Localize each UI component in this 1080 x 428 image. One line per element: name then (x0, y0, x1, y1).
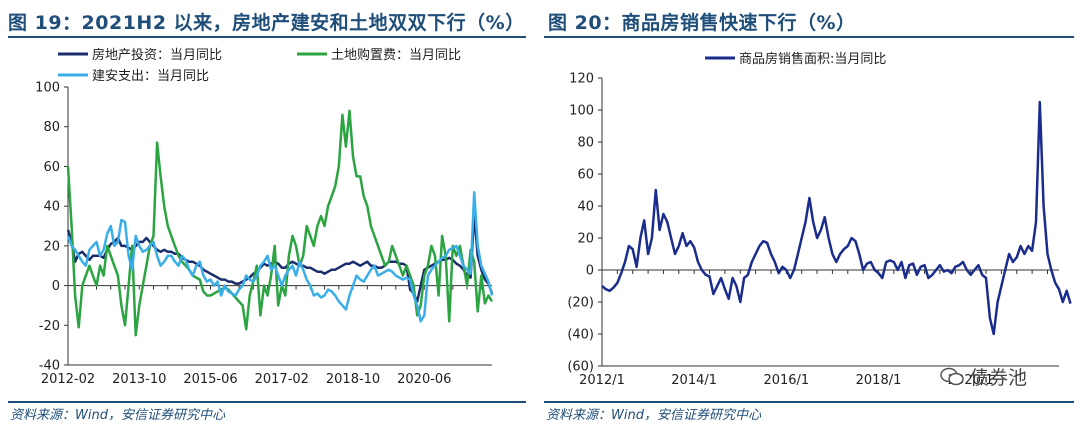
left-chart-title: 图 19：2021H2 以来，房地产建安和土地双双下行（%） (8, 12, 525, 34)
left-title-rule (8, 36, 526, 38)
right-y-tick-label: (60) (567, 360, 594, 375)
left-source-note: 资料来源：Wind，安信证券研究中心 (10, 408, 225, 423)
left-x-tick-label: 2015-06 (183, 372, 237, 387)
left-legend-label-2: 土地购置费：当月同比 (331, 47, 461, 63)
left-y-tick-label: 60 (43, 160, 60, 175)
left-legend-label-1: 房地产投资：当月同比 (92, 47, 222, 63)
right-x-tick-label: 2012/1 (579, 373, 625, 388)
watermark: 债券池 (940, 363, 1027, 390)
left-y-tick-label: 20 (43, 239, 60, 254)
right-line-chart: 120 100 80 60 40 20 0 (20) (40) (60)2012/1 2014/1 2… (567, 51, 1072, 388)
right-y-tick-label: 120 (569, 72, 594, 87)
left-chart-panel: 图 19：2021H2 以来，房地产建安和土地双双下行（%） 100 80 60 40… (0, 0, 530, 428)
right-source-note: 资料来源：Wind，安信证券研究中心 (546, 408, 761, 423)
right-y-tick-label: (40) (567, 328, 594, 343)
right-x-tick-label: 2018/1 (856, 373, 902, 388)
left-series-line-2 (66, 109, 494, 337)
right-y-tick-label: 60 (577, 168, 594, 183)
left-x-tick-label: 2013-10 (112, 372, 166, 387)
right-y-tick-label: 40 (577, 200, 594, 215)
right-chart-panel: 图 20：商品房销售快速下行（%） 120 100 80 60 40 20 0 (20) (40… (540, 0, 1080, 428)
left-y-tick-label: 40 (43, 200, 60, 215)
right-y-tick-label: 0 (586, 264, 594, 279)
left-x-tick-label: 2017-02 (255, 372, 309, 387)
left-source-rule (8, 401, 526, 403)
right-title-rule (544, 36, 1074, 38)
left-x-tick-label: 2012-02 (41, 372, 95, 387)
left-legend-label-3: 建安支出：当月同比 (92, 69, 209, 84)
right-y-tick-label: (20) (567, 296, 594, 311)
right-x-tick-label: 2016/1 (763, 373, 809, 388)
right-x-tick-label: 2014/1 (671, 373, 717, 388)
right-series-line-1 (601, 100, 1072, 336)
right-y-tick-label: 20 (577, 232, 594, 247)
right-legend-label-1: 商品房销售面积:当月同比 (739, 51, 886, 67)
left-x-tick-label: 2020-06 (397, 372, 451, 387)
left-x-tick-label: 2018-10 (326, 372, 380, 387)
watermark-text: 债券池 (970, 367, 1028, 389)
left-y-tick-label: -40 (39, 359, 60, 374)
left-y-tick-label: -20 (39, 319, 60, 334)
left-y-tick-label: 100 (35, 81, 60, 96)
left-series-line-3 (66, 190, 494, 323)
right-chart-title: 图 20：商品房销售快速下行（%） (548, 12, 856, 34)
wechat-bubble-icon (940, 367, 964, 387)
left-y-tick-label: 0 (52, 279, 60, 294)
right-y-tick-label: 100 (569, 104, 594, 119)
left-y-tick-label: 80 (43, 120, 60, 135)
right-y-tick-label: 80 (577, 136, 594, 151)
right-source-rule (544, 401, 1074, 403)
